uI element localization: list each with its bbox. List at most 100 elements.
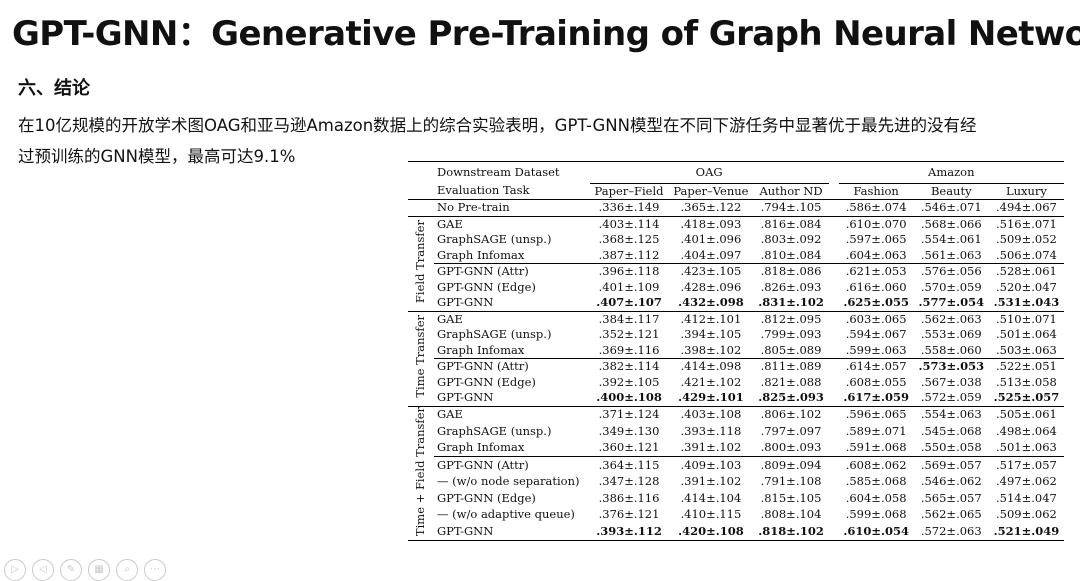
metric-cell: .498±.064 bbox=[989, 423, 1064, 440]
metric-value: .347±.128 bbox=[598, 474, 660, 489]
prev-icon[interactable]: ◁ bbox=[32, 559, 54, 581]
metric-value: .625±.055 bbox=[843, 295, 909, 309]
table-row: GPT-GNN (Edge) .401±.109 .428±.096 .826±.09… bbox=[408, 280, 1064, 296]
metric-cell: .509±.062 bbox=[989, 507, 1064, 524]
metric-value: .396±.118 bbox=[598, 264, 660, 278]
metric-cell: .531±.043 bbox=[989, 295, 1064, 311]
table-row: Time Transfer GAE .384±.117 .412±.101 .812±.… bbox=[408, 310, 1064, 406]
metric-cell: .505±.061 bbox=[988, 405, 1064, 424]
metric-cell: .562±.063 bbox=[913, 310, 989, 327]
metric-value: .808±.104 bbox=[760, 507, 822, 522]
metric-value: .585±.068 bbox=[845, 474, 907, 489]
metric-cell: .365±.122 bbox=[668, 200, 753, 217]
col-header: Paper–Field bbox=[589, 183, 669, 200]
metric-cell: .791±.108 bbox=[753, 474, 828, 491]
metric-value: .569±.057 bbox=[920, 457, 982, 472]
metric-cell: .509±.052 bbox=[989, 232, 1064, 248]
metric-value: .412±.101 bbox=[680, 311, 742, 326]
metric-value: .418±.093 bbox=[680, 216, 742, 231]
metric-cell: .572±.063 bbox=[913, 523, 989, 542]
metric-value: .394±.105 bbox=[680, 327, 742, 341]
metric-cell: .569±.057 bbox=[913, 456, 989, 474]
metric-value: .506±.074 bbox=[995, 247, 1057, 262]
metric-value: .562±.065 bbox=[920, 507, 982, 522]
metric-cell: .391±.102 bbox=[668, 440, 753, 457]
metric-value: .423±.105 bbox=[680, 264, 742, 278]
metric-value: .572±.063 bbox=[920, 523, 982, 538]
metric-cell: .808±.104 bbox=[753, 507, 828, 524]
metric-value: .525±.057 bbox=[993, 390, 1060, 404]
metric-cell: .604±.063 bbox=[839, 248, 914, 264]
metric-value: .565±.057 bbox=[920, 490, 982, 505]
col-header: Paper–Venue bbox=[668, 183, 754, 200]
metric-cell: .503±.063 bbox=[989, 343, 1064, 359]
metric-value: .501±.063 bbox=[995, 440, 1057, 455]
metric-value: .513±.058 bbox=[995, 374, 1057, 389]
metric-value: .826±.093 bbox=[760, 279, 822, 294]
metric-cell: .621±.053 bbox=[838, 263, 914, 280]
col-header: Luxury bbox=[988, 183, 1064, 200]
metric-cell: .812±.095 bbox=[753, 310, 829, 327]
metric-cell: .610±.054 bbox=[838, 523, 914, 542]
metric-cell: .521±.049 bbox=[988, 523, 1064, 542]
metric-cell: .520±.047 bbox=[989, 280, 1064, 296]
play-icon[interactable]: ▷ bbox=[4, 559, 26, 581]
more-icon[interactable]: ⋯ bbox=[144, 559, 166, 581]
metric-cell: .546±.071 bbox=[914, 200, 989, 217]
metric-cell: .597±.065 bbox=[839, 232, 914, 248]
metric-cell: .550±.058 bbox=[914, 440, 989, 457]
metric-cell: .617±.059 bbox=[839, 390, 914, 406]
metric-cell: .369±.116 bbox=[590, 343, 669, 359]
metric-value: .812±.095 bbox=[760, 311, 822, 326]
metric-cell: .572±.059 bbox=[914, 390, 989, 406]
method-name: GraphSAGE (unsp.) bbox=[437, 327, 552, 341]
metric-value: .797±.097 bbox=[760, 423, 822, 438]
metric-cell: .387±.112 bbox=[590, 248, 669, 264]
table-row: GPT-GNN .407±.107 .432±.098 .831±.102 .625±.… bbox=[408, 295, 1064, 311]
metric-value: .386±.116 bbox=[598, 490, 660, 505]
group-label-text: Field Transfer bbox=[413, 219, 428, 303]
metric-value: .821±.088 bbox=[760, 374, 822, 389]
metric-value: .428±.096 bbox=[680, 279, 742, 294]
metric-value: .594±.067 bbox=[845, 327, 907, 341]
metric-value: .391±.102 bbox=[680, 474, 742, 489]
metric-value: .522±.051 bbox=[995, 359, 1057, 373]
metric-cell: .818±.102 bbox=[753, 523, 829, 542]
metric-value: .368±.125 bbox=[598, 232, 660, 246]
metric-value: .799±.093 bbox=[760, 327, 822, 341]
metric-cell: .368±.125 bbox=[590, 232, 669, 248]
metric-value: .384±.117 bbox=[598, 311, 660, 326]
metric-value: .382±.114 bbox=[598, 359, 660, 373]
metric-value: .421±.102 bbox=[680, 374, 742, 389]
metric-cell: .501±.064 bbox=[989, 327, 1064, 343]
metric-cell: .510±.071 bbox=[988, 310, 1064, 327]
method-name: GAE bbox=[434, 310, 590, 327]
metric-value: .553±.069 bbox=[920, 327, 982, 341]
metric-value: .825±.093 bbox=[758, 390, 824, 404]
metric-value: .546±.071 bbox=[920, 200, 982, 214]
metric-cell: .614±.057 bbox=[838, 358, 914, 375]
metric-cell: .610±.070 bbox=[838, 215, 914, 232]
metric-value: .509±.052 bbox=[995, 232, 1057, 246]
method-name: GPT-GNN bbox=[437, 390, 494, 404]
metric-cell: .794±.105 bbox=[753, 200, 828, 217]
metric-cell: .407±.107 bbox=[590, 295, 669, 311]
metric-cell: .816±.084 bbox=[753, 215, 829, 232]
metric-value: .371±.124 bbox=[598, 407, 660, 422]
pen-icon[interactable]: ✎ bbox=[60, 559, 82, 581]
metric-cell: .428±.096 bbox=[668, 280, 753, 296]
metric-value: .546±.062 bbox=[920, 474, 982, 489]
metric-cell: .396±.118 bbox=[589, 263, 669, 280]
metric-value: .610±.070 bbox=[845, 216, 907, 231]
metric-cell: .821±.088 bbox=[753, 375, 828, 391]
metric-value: .568±.066 bbox=[920, 216, 982, 231]
zoom-icon[interactable]: ⌕ bbox=[116, 559, 138, 581]
section-heading: 六、结论 bbox=[18, 78, 90, 99]
gallery-icon[interactable]: ▦ bbox=[88, 559, 110, 581]
metric-value: .603±.065 bbox=[845, 311, 907, 326]
metric-cell: .596±.065 bbox=[838, 405, 914, 424]
method-name: GraphSAGE (unsp.) bbox=[437, 423, 552, 438]
metric-cell: .371±.124 bbox=[589, 405, 669, 424]
metric-cell: .561±.063 bbox=[914, 248, 989, 264]
table-row: Graph Infomax .360±.121 .391±.102 .800±.093… bbox=[408, 440, 1064, 457]
